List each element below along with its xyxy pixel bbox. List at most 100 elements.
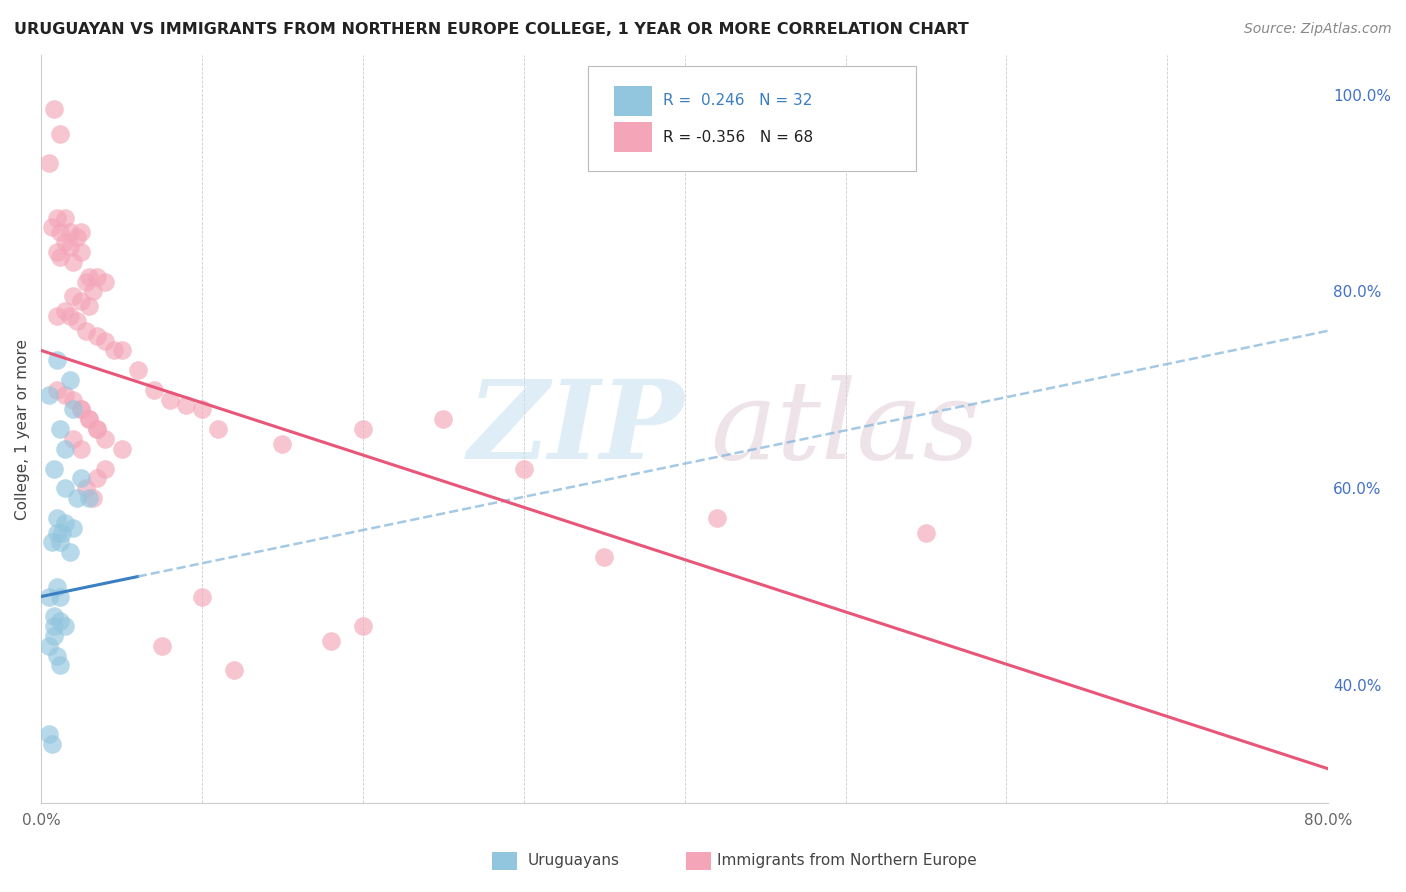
Point [46, 309, 69, 323]
Point [150, 639, 173, 653]
Point [62, 432, 84, 446]
Point [42, 619, 65, 633]
Point [42, 461, 65, 475]
Point [49, 422, 72, 436]
Point [94, 275, 117, 289]
Point [42, 103, 65, 117]
Point [49, 127, 72, 141]
Point [159, 392, 181, 407]
Point [49, 250, 72, 264]
Point [915, 525, 938, 540]
Point [75, 324, 97, 338]
Point [75, 481, 97, 495]
Point [62, 520, 84, 534]
Point [110, 343, 132, 358]
Point [62, 289, 84, 303]
Point [127, 363, 149, 377]
Point [191, 402, 214, 417]
Point [86, 269, 108, 284]
Point [62, 402, 84, 417]
Point [103, 343, 125, 358]
Point [70, 402, 93, 417]
Point [70, 225, 93, 239]
Point [82, 285, 104, 299]
Point [593, 550, 616, 565]
Point [53, 211, 76, 225]
Point [86, 471, 108, 485]
Point [65, 491, 87, 505]
Point [49, 658, 72, 673]
Point [86, 422, 108, 436]
Text: Uruguayans: Uruguayans [527, 854, 619, 868]
Text: R =  0.246   N = 32: R = 0.246 N = 32 [662, 94, 813, 108]
Point [79, 491, 101, 505]
Point [75, 275, 97, 289]
Point [432, 412, 454, 426]
Point [513, 461, 536, 475]
Point [79, 412, 101, 426]
Point [41, 737, 63, 751]
Text: Source: ZipAtlas.com: Source: ZipAtlas.com [1244, 22, 1392, 37]
Point [38, 156, 60, 170]
FancyBboxPatch shape [614, 86, 652, 116]
Text: URUGUAYAN VS IMMIGRANTS FROM NORTHERN EUROPE COLLEGE, 1 YEAR OR MORE CORRELATION: URUGUAYAN VS IMMIGRANTS FROM NORTHERN EU… [14, 22, 969, 37]
Point [53, 235, 76, 249]
Point [59, 545, 82, 559]
Point [59, 309, 82, 323]
Point [79, 299, 101, 313]
Point [49, 225, 72, 239]
Point [70, 471, 93, 485]
Point [42, 629, 65, 643]
Point [38, 590, 60, 604]
Point [82, 491, 104, 505]
Point [62, 255, 84, 269]
Point [319, 633, 342, 648]
Point [51, 525, 73, 540]
FancyBboxPatch shape [588, 66, 917, 171]
Point [62, 392, 84, 407]
Point [53, 619, 76, 633]
Point [65, 230, 87, 244]
Point [41, 220, 63, 235]
Point [94, 334, 117, 348]
Point [65, 314, 87, 328]
Text: R = -0.356   N = 68: R = -0.356 N = 68 [662, 130, 813, 145]
Point [59, 225, 82, 239]
Text: Immigrants from Northern Europe: Immigrants from Northern Europe [717, 854, 977, 868]
Text: ZIP: ZIP [468, 376, 685, 483]
Point [70, 294, 93, 309]
Point [46, 580, 69, 594]
Point [38, 388, 60, 402]
Point [46, 245, 69, 260]
Point [46, 353, 69, 368]
Point [224, 663, 246, 677]
Point [42, 609, 65, 624]
Point [86, 422, 108, 436]
Point [352, 619, 374, 633]
Point [70, 245, 93, 260]
Point [191, 590, 214, 604]
FancyBboxPatch shape [614, 122, 652, 153]
Y-axis label: College, 1 year or more: College, 1 year or more [15, 339, 30, 520]
Point [46, 525, 69, 540]
Point [174, 398, 197, 412]
Point [46, 211, 69, 225]
Point [706, 510, 728, 524]
Point [53, 516, 76, 530]
Point [207, 422, 229, 436]
Point [79, 412, 101, 426]
Point [49, 590, 72, 604]
Point [38, 639, 60, 653]
Point [41, 535, 63, 549]
Point [70, 402, 93, 417]
Point [142, 383, 165, 397]
Point [53, 442, 76, 456]
Point [46, 383, 69, 397]
Point [86, 328, 108, 343]
Point [53, 388, 76, 402]
Point [352, 422, 374, 436]
Point [49, 535, 72, 549]
Point [53, 304, 76, 318]
Text: atlas: atlas [710, 376, 980, 483]
Point [49, 614, 72, 628]
